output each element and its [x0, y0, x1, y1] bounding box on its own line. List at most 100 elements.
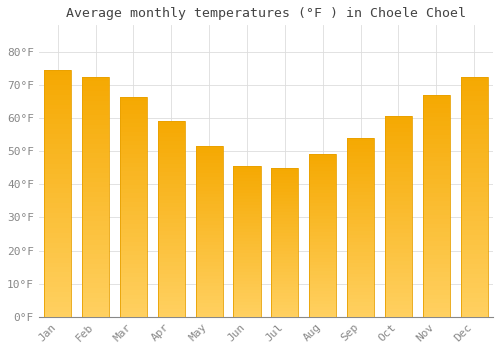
- Bar: [82, 312, 109, 317]
- Bar: [158, 156, 185, 160]
- Bar: [271, 212, 298, 216]
- Bar: [158, 262, 185, 266]
- Bar: [120, 216, 147, 220]
- Bar: [271, 183, 298, 186]
- Bar: [120, 189, 147, 194]
- Bar: [158, 125, 185, 129]
- Bar: [44, 238, 72, 243]
- Bar: [120, 163, 147, 167]
- Bar: [196, 194, 223, 197]
- Bar: [82, 211, 109, 216]
- Bar: [82, 221, 109, 225]
- Bar: [347, 138, 374, 141]
- Bar: [44, 228, 72, 233]
- Bar: [385, 184, 412, 189]
- Bar: [158, 239, 185, 243]
- Bar: [82, 130, 109, 134]
- Bar: [460, 130, 488, 134]
- Bar: [347, 310, 374, 313]
- Bar: [347, 263, 374, 267]
- Bar: [271, 254, 298, 257]
- Bar: [422, 170, 450, 175]
- Bar: [422, 281, 450, 286]
- Bar: [196, 184, 223, 187]
- Bar: [385, 212, 412, 217]
- Bar: [196, 259, 223, 262]
- Bar: [196, 146, 223, 149]
- Bar: [385, 313, 412, 317]
- Bar: [158, 188, 185, 192]
- Bar: [309, 245, 336, 248]
- Bar: [309, 210, 336, 213]
- Bar: [309, 248, 336, 252]
- Bar: [234, 290, 260, 293]
- Bar: [347, 188, 374, 191]
- Bar: [44, 139, 72, 144]
- Bar: [460, 144, 488, 149]
- Bar: [309, 258, 336, 261]
- Bar: [347, 299, 374, 302]
- Bar: [196, 221, 223, 225]
- Bar: [44, 169, 72, 174]
- Bar: [82, 278, 109, 283]
- Bar: [271, 311, 298, 314]
- Bar: [422, 135, 450, 139]
- Bar: [271, 201, 298, 203]
- Bar: [422, 166, 450, 170]
- Bar: [120, 242, 147, 246]
- Bar: [44, 203, 72, 208]
- Bar: [234, 223, 260, 226]
- Bar: [82, 139, 109, 144]
- Bar: [271, 257, 298, 260]
- Bar: [234, 284, 260, 287]
- Bar: [271, 239, 298, 242]
- Bar: [422, 246, 450, 250]
- Bar: [460, 192, 488, 197]
- Bar: [44, 302, 72, 307]
- Bar: [44, 287, 72, 292]
- Bar: [271, 228, 298, 230]
- Bar: [271, 287, 298, 290]
- Bar: [82, 163, 109, 168]
- Bar: [158, 297, 185, 301]
- Bar: [234, 202, 260, 205]
- Bar: [460, 221, 488, 225]
- Bar: [82, 182, 109, 187]
- Bar: [309, 314, 336, 317]
- Bar: [196, 177, 223, 180]
- Bar: [44, 149, 72, 154]
- Bar: [271, 186, 298, 189]
- Bar: [271, 168, 298, 317]
- Bar: [385, 285, 412, 289]
- Bar: [422, 99, 450, 104]
- Bar: [82, 197, 109, 202]
- Title: Average monthly temperatures (°F ) in Choele Choel: Average monthly temperatures (°F ) in Ch…: [66, 7, 466, 20]
- Bar: [120, 202, 147, 206]
- Bar: [82, 177, 109, 182]
- Bar: [120, 260, 147, 264]
- Bar: [82, 77, 109, 317]
- Bar: [347, 252, 374, 256]
- Bar: [82, 77, 109, 82]
- Bar: [422, 210, 450, 215]
- Bar: [422, 272, 450, 277]
- Bar: [460, 163, 488, 168]
- Bar: [44, 95, 72, 100]
- Bar: [82, 264, 109, 269]
- Bar: [44, 258, 72, 262]
- Bar: [196, 149, 223, 153]
- Bar: [385, 257, 412, 261]
- Bar: [347, 156, 374, 159]
- Bar: [82, 302, 109, 307]
- Bar: [460, 283, 488, 288]
- Bar: [271, 218, 298, 222]
- Bar: [120, 206, 147, 211]
- Bar: [44, 292, 72, 297]
- Bar: [158, 145, 185, 149]
- Bar: [347, 163, 374, 167]
- Bar: [309, 187, 336, 190]
- Bar: [158, 274, 185, 278]
- Bar: [385, 229, 412, 233]
- Bar: [460, 120, 488, 125]
- Bar: [385, 261, 412, 265]
